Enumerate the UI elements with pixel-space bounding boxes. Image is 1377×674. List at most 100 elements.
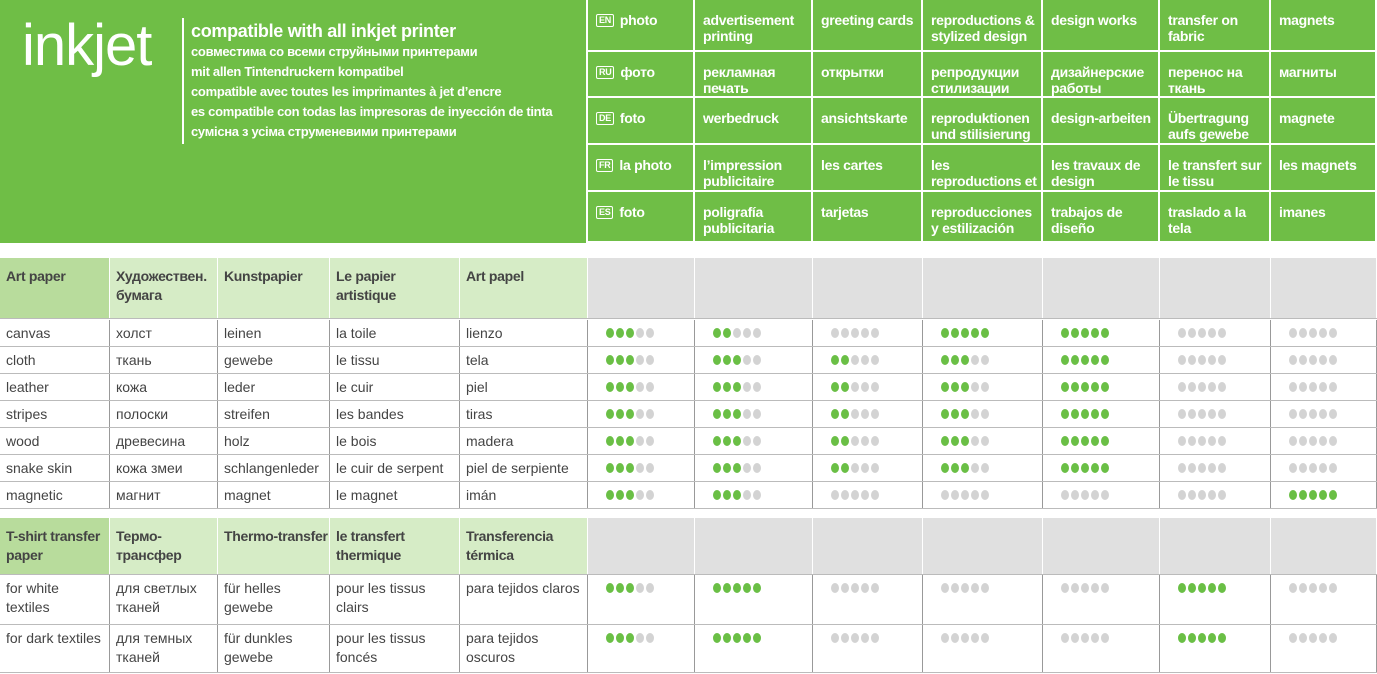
rating-dot-empty [743, 436, 751, 446]
rating-dot-empty [1319, 633, 1327, 643]
rating-dot-filled [713, 382, 721, 392]
use-label: les cartes [821, 157, 883, 173]
use-label: рекламная печать [703, 64, 776, 96]
rating-dots [929, 401, 1042, 419]
rating-dot-empty [1178, 355, 1186, 365]
rating-dot-filled [723, 355, 731, 365]
rating-dots [701, 575, 812, 593]
use-label: poligrafía publicitaria [703, 204, 775, 236]
rating-dot-empty [941, 583, 949, 593]
use-cell: reproducciones y estilización [923, 192, 1043, 243]
material-name: schlangenleder [218, 455, 330, 481]
header-rating-cell [695, 258, 813, 318]
rating-dot-filled [941, 436, 949, 446]
rating-dots [819, 374, 922, 392]
rating-dot-empty [1198, 355, 1206, 365]
use-label: foto [619, 204, 645, 220]
rating-dot-empty [971, 583, 979, 593]
rating-dot-empty [981, 382, 989, 392]
material-name: leinen [218, 320, 330, 346]
rating-dot-filled [1061, 328, 1069, 338]
column-header: Kunstpapier [218, 258, 330, 318]
rating-dots [1166, 401, 1270, 419]
rating-dot-empty [1309, 633, 1317, 643]
rating-dot-filled [1299, 490, 1307, 500]
rating-dot-filled [626, 355, 634, 365]
rating-cell [1160, 401, 1271, 427]
rating-dot-empty [851, 328, 859, 338]
header-rating-cell [588, 258, 695, 318]
use-cell: рекламная печать [695, 52, 813, 98]
use-cell: ES foto [588, 192, 695, 243]
language-badge: DE [596, 112, 614, 125]
rating-cell [923, 320, 1043, 346]
rating-dot-empty [1208, 463, 1216, 473]
rating-cell [1160, 625, 1271, 672]
rating-dot-filled [1101, 463, 1109, 473]
rating-cell [923, 347, 1043, 373]
header-rating-cell [923, 258, 1043, 318]
material-name: wood [0, 428, 110, 454]
rating-dots [594, 575, 694, 593]
rating-dot-filled [1198, 583, 1206, 593]
rating-dot-empty [971, 633, 979, 643]
rating-dot-empty [1208, 409, 1216, 419]
rating-dot-empty [743, 490, 751, 500]
material-name: le magnet [330, 482, 460, 508]
rating-dot-filled [831, 355, 839, 365]
rating-dot-empty [646, 583, 654, 593]
use-label: tarjetas [821, 204, 869, 220]
rating-dot-empty [1061, 490, 1069, 500]
rating-cell [1160, 347, 1271, 373]
rating-dot-empty [1299, 328, 1307, 338]
rating-dot-filled [733, 355, 741, 365]
rating-dot-empty [1091, 583, 1099, 593]
use-cell: RU фото [588, 52, 695, 98]
rating-dot-empty [831, 583, 839, 593]
rating-cell [813, 428, 923, 454]
rating-dot-filled [723, 382, 731, 392]
rating-cell [695, 482, 813, 508]
rating-dots [929, 455, 1042, 473]
rating-dot-filled [743, 583, 751, 593]
rating-dot-empty [743, 382, 751, 392]
use-label: ansichtskarte [821, 110, 908, 126]
rating-dot-filled [713, 355, 721, 365]
rating-dot-empty [951, 490, 959, 500]
material-name: streifen [218, 401, 330, 427]
rating-dot-empty [851, 355, 859, 365]
use-cell: poligrafía publicitaria [695, 192, 813, 243]
rating-dot-empty [1299, 355, 1307, 365]
rating-dot-filled [841, 355, 849, 365]
rating-dot-empty [981, 490, 989, 500]
rating-dot-empty [1208, 355, 1216, 365]
header-rating-cell [1160, 518, 1271, 574]
rating-dot-empty [636, 463, 644, 473]
rating-cell [813, 401, 923, 427]
rating-dots [1166, 455, 1270, 473]
rating-dot-filled [626, 583, 634, 593]
use-cell: EN photo [588, 0, 695, 52]
rating-dots [1277, 428, 1376, 446]
logo: inkjet [22, 13, 152, 78]
use-cell: magnete [1271, 98, 1377, 145]
rating-dots [1049, 428, 1159, 446]
use-cell: trabajos de diseño [1043, 192, 1160, 243]
rating-dot-filled [723, 436, 731, 446]
rating-cell [695, 320, 813, 346]
rating-dot-filled [1188, 633, 1196, 643]
material-name: holz [218, 428, 330, 454]
rating-dot-filled [616, 328, 624, 338]
rating-dot-empty [971, 490, 979, 500]
rating-dot-empty [1319, 436, 1327, 446]
rating-dot-filled [616, 409, 624, 419]
rating-dot-filled [1071, 382, 1079, 392]
rating-dot-empty [1178, 409, 1186, 419]
table-row: wood древесина holz le bois madera [0, 428, 1377, 455]
use-label: imanes [1279, 204, 1326, 220]
rating-dot-filled [1081, 463, 1089, 473]
rating-dot-filled [733, 490, 741, 500]
table-row: for dark textiles для темных тканей für du… [0, 625, 1377, 673]
rating-dot-empty [961, 583, 969, 593]
rating-dot-filled [1101, 355, 1109, 365]
